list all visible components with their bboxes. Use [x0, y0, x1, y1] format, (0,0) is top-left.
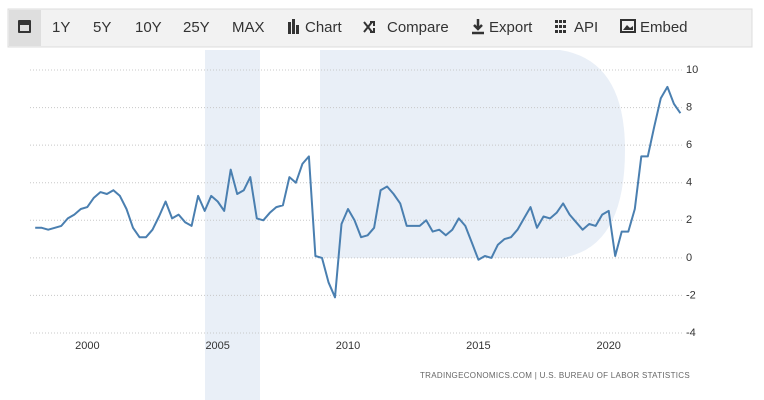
y-tick-label: 10 — [686, 64, 698, 76]
x-tick-label: 2005 — [205, 340, 229, 352]
toolbar-button[interactable]: Chart — [305, 19, 343, 36]
x-tick-label: 2015 — [466, 340, 490, 352]
x-tick-label: 2000 — [75, 340, 99, 352]
source: TRADINGECONOMICS.COM | U.S. BUREAU OF LA… — [420, 371, 690, 380]
api-icon — [555, 20, 566, 33]
toolbar-button[interactable]: API — [574, 19, 598, 36]
toolbar-button[interactable]: Embed — [640, 19, 688, 36]
y-tick-label: 8 — [686, 101, 692, 113]
y-tick-label: 4 — [686, 177, 692, 189]
toolbar-button[interactable]: Export — [489, 19, 533, 36]
toolbar-button[interactable]: 10Y — [135, 19, 162, 36]
toolbar-button[interactable]: MAX — [232, 19, 265, 36]
y-tick-label: 2 — [686, 214, 692, 226]
y-tick-label: 6 — [686, 139, 692, 151]
watermark — [205, 50, 625, 400]
y-tick-label: -4 — [686, 327, 696, 339]
export-icon — [472, 19, 484, 35]
calendar-icon — [18, 20, 31, 33]
toolbar-button[interactable]: 25Y — [183, 19, 210, 36]
data-line — [35, 85, 682, 299]
toolbar-button[interactable]: Compare — [387, 19, 449, 36]
compare-icon — [363, 21, 375, 33]
y-tick-label: 0 — [686, 252, 692, 264]
toolbar-items: 1Y 5Y 10Y 25Y MAX Chart Compare Export API Embed — [52, 19, 688, 36]
embed-icon — [620, 19, 636, 33]
plot: -4 -2 0 2 4 6 8 10 2000 2005 2010 2015 2020 — [30, 64, 698, 352]
y-tick-label: -2 — [686, 289, 696, 301]
x-tick-label: 2010 — [336, 340, 360, 352]
x-tick-label: 2020 — [596, 340, 620, 352]
toolbar-button[interactable]: 5Y — [93, 19, 111, 36]
toolbar-button[interactable]: 1Y — [52, 19, 70, 36]
chart-icon — [288, 19, 299, 34]
